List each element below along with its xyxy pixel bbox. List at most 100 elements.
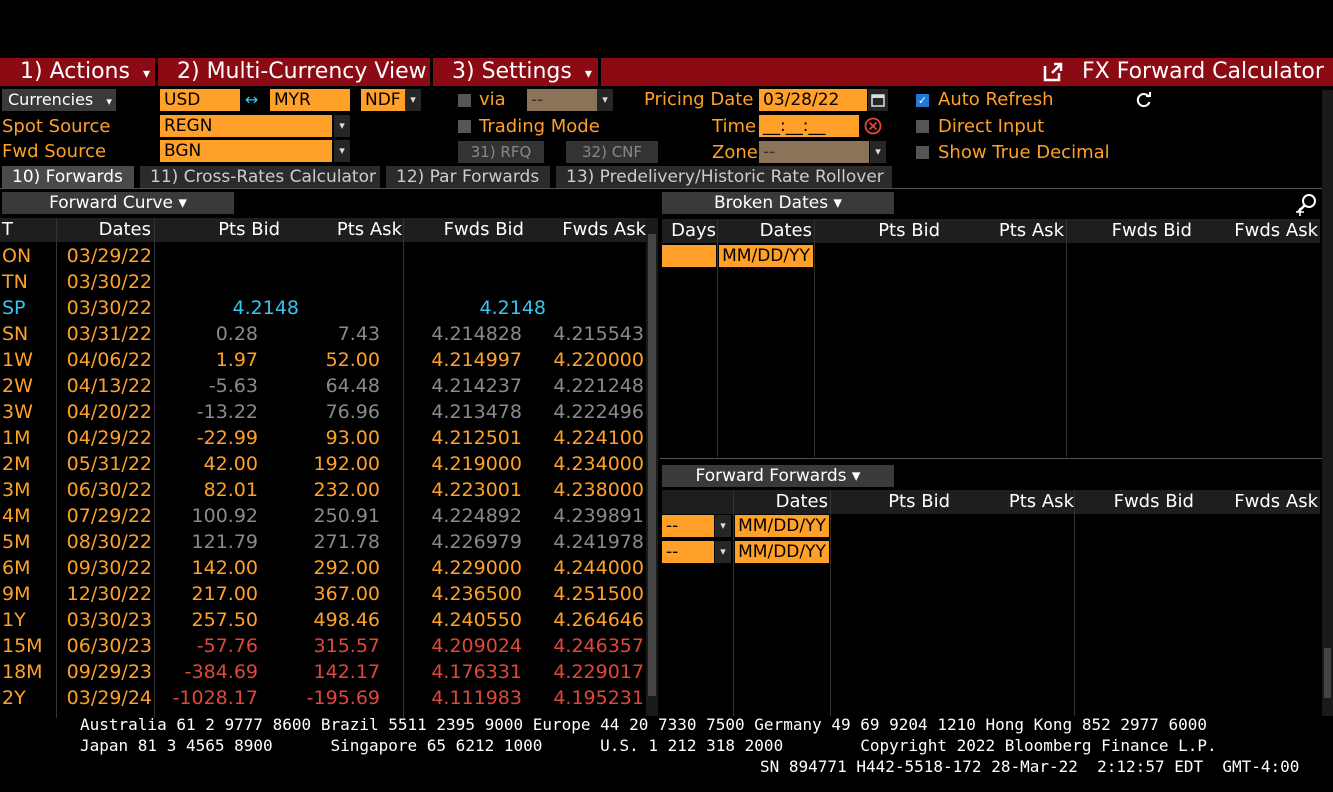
via-dropdown[interactable]: -- bbox=[527, 89, 597, 111]
zone-dropdown[interactable]: -- bbox=[759, 141, 869, 163]
date-cell: 04/13/22 bbox=[66, 375, 152, 397]
table-row[interactable]: 6M 09/30/22 142.00 292.00 4.229000 4.244000 bbox=[0, 555, 646, 581]
tab-predelivery-rollover[interactable]: 13) Predelivery/Historic Rate Rollover bbox=[556, 166, 892, 188]
forward-forwards-dropdown[interactable]: Forward Forwards ▾ bbox=[662, 465, 894, 487]
fwd-fwd-date-input[interactable]: MM/DD/YY bbox=[735, 515, 829, 537]
trading-mode-checkbox[interactable] bbox=[458, 120, 471, 133]
fwd-fwd-date-input[interactable]: MM/DD/YY bbox=[735, 541, 829, 563]
fwd-fwd-selector[interactable]: -- bbox=[662, 541, 714, 563]
column-header-pts-ask[interactable]: Pts Ask bbox=[952, 490, 1074, 514]
time-input[interactable]: __:__:__ bbox=[759, 115, 859, 137]
table-row[interactable]: SN 03/31/22 0.28 7.43 4.214828 4.215543 bbox=[0, 321, 646, 347]
table-row[interactable]: 1M 04/29/22 -22.99 93.00 4.212501 4.224100 bbox=[0, 425, 646, 451]
broken-date-input[interactable]: MM/DD/YY bbox=[719, 245, 813, 267]
column-header-pts-ask[interactable]: Pts Ask bbox=[942, 219, 1066, 243]
column-header-dates[interactable]: Dates bbox=[56, 218, 154, 242]
fwds-bid-cell: 4.223001 bbox=[431, 479, 522, 501]
settings-menu-button[interactable]: 3) Settings ▾ bbox=[452, 58, 592, 86]
forward-curve-scrollbar[interactable] bbox=[646, 218, 658, 716]
column-header-fwds-ask[interactable]: Fwds Ask bbox=[526, 218, 646, 242]
actions-menu-button[interactable]: 1) Actions ▾ bbox=[20, 58, 150, 86]
tab-par-forwards[interactable]: 12) Par Forwards bbox=[386, 166, 550, 188]
fwds-ask-cell: 4.229017 bbox=[553, 661, 644, 683]
calendar-icon[interactable] bbox=[868, 89, 888, 111]
date-cell: 04/06/22 bbox=[66, 349, 152, 371]
refresh-icon[interactable] bbox=[1134, 90, 1154, 115]
chevron-down-icon[interactable]: ▾ bbox=[715, 541, 731, 563]
ndf-dropdown[interactable]: NDF bbox=[361, 89, 405, 111]
pts-ask-cell: -195.69 bbox=[306, 687, 380, 709]
column-header-pts-bid[interactable]: Pts Bid bbox=[814, 219, 942, 243]
column-divider bbox=[154, 218, 155, 718]
table-row[interactable]: 1W 04/06/22 1.97 52.00 4.214997 4.220000 bbox=[0, 347, 646, 373]
scrollbar-thumb[interactable] bbox=[1324, 648, 1331, 698]
table-row[interactable]: 15M 06/30/23 -57.76 315.57 4.209024 4.246357 bbox=[0, 633, 646, 659]
footer-contacts-line2: Japan 81 3 4565 8900 Singapore 65 6212 1… bbox=[80, 736, 1217, 755]
table-row[interactable]: 3M 06/30/22 82.01 232.00 4.223001 4.238000 bbox=[0, 477, 646, 503]
column-header-tenor[interactable]: T bbox=[0, 218, 56, 242]
clear-time-icon[interactable] bbox=[863, 116, 883, 141]
spot-source-input[interactable]: REGN bbox=[160, 115, 332, 137]
show-true-decimal-checkbox[interactable] bbox=[916, 146, 929, 159]
table-row[interactable]: 2M 05/31/22 42.00 192.00 4.219000 4.234000 bbox=[0, 451, 646, 477]
table-row[interactable]: ON 03/29/22 bbox=[0, 243, 646, 269]
table-row[interactable]: 5M 08/30/22 121.79 271.78 4.226979 4.241978 bbox=[0, 529, 646, 555]
table-row[interactable]: TN 03/30/22 bbox=[0, 269, 646, 295]
menu-divider bbox=[430, 58, 433, 86]
column-header-dates[interactable]: Dates bbox=[734, 490, 830, 514]
column-header-pts-ask[interactable]: Pts Ask bbox=[282, 218, 404, 242]
chevron-down-icon[interactable]: ▾ bbox=[597, 89, 613, 111]
forward-curve-dropdown[interactable]: Forward Curve ▾ bbox=[2, 192, 234, 214]
column-header-fwds-bid[interactable]: Fwds Bid bbox=[1066, 219, 1194, 243]
fwd-source-input[interactable]: BGN bbox=[160, 140, 332, 162]
window-scrollbar[interactable] bbox=[1322, 90, 1333, 716]
zoom-search-icon[interactable] bbox=[1294, 192, 1320, 221]
quote-currency-input[interactable]: MYR bbox=[270, 89, 350, 111]
column-header-fwds-ask[interactable]: Fwds Ask bbox=[1196, 490, 1320, 514]
scrollbar-thumb[interactable] bbox=[648, 234, 656, 696]
broken-days-input[interactable] bbox=[662, 245, 716, 267]
chevron-down-icon[interactable]: ▾ bbox=[405, 89, 421, 111]
column-header-days[interactable]: Days bbox=[662, 219, 718, 243]
table-row[interactable]: 9M 12/30/22 217.00 367.00 4.236500 4.251500 bbox=[0, 581, 646, 607]
pts-ask-cell: 367.00 bbox=[313, 583, 380, 605]
column-header-fwds-ask[interactable]: Fwds Ask bbox=[1194, 219, 1320, 243]
currencies-dropdown[interactable]: Currencies ▾ bbox=[2, 89, 116, 111]
column-header-pts-bid[interactable]: Pts Bid bbox=[830, 490, 952, 514]
currencies-label: Currencies bbox=[8, 90, 94, 109]
auto-refresh-checkbox[interactable]: ✓ bbox=[916, 94, 929, 107]
cnf-button[interactable]: 32) CNF bbox=[566, 141, 658, 163]
chevron-down-icon[interactable]: ▾ bbox=[334, 140, 350, 162]
table-row[interactable]: SP 03/30/22 4.2148 4.2148 bbox=[0, 295, 646, 321]
popout-icon[interactable] bbox=[1042, 61, 1064, 88]
via-checkbox[interactable] bbox=[458, 94, 471, 107]
column-header-pts-bid[interactable]: Pts Bid bbox=[154, 218, 282, 242]
chevron-down-icon[interactable]: ▾ bbox=[870, 141, 886, 163]
table-row[interactable]: 3W 04/20/22 -13.22 76.96 4.213478 4.222496 bbox=[0, 399, 646, 425]
chevron-down-icon[interactable]: ▾ bbox=[334, 115, 350, 137]
auto-refresh-label: Auto Refresh bbox=[938, 89, 1054, 110]
base-currency-input[interactable]: USD bbox=[160, 89, 240, 111]
pts-ask-cell: 498.46 bbox=[313, 609, 380, 631]
fwds-bid-cell: 4.2148 bbox=[479, 297, 546, 319]
table-row[interactable]: 1Y 03/30/23 257.50 498.46 4.240550 4.264646 bbox=[0, 607, 646, 633]
direct-input-checkbox[interactable] bbox=[916, 120, 929, 133]
swap-currency-icon[interactable]: ↔ bbox=[245, 90, 259, 109]
column-header-dates[interactable]: Dates bbox=[718, 219, 814, 243]
table-row[interactable]: 2Y 03/29/24 -1028.17 -195.69 4.111983 4.19523… bbox=[0, 685, 646, 711]
chevron-down-icon[interactable]: ▾ bbox=[715, 515, 731, 537]
multi-currency-view-button[interactable]: 2) Multi-Currency View bbox=[177, 59, 427, 84]
tab-forwards[interactable]: 10) Forwards bbox=[2, 166, 134, 188]
table-row[interactable]: 2W 04/13/22 -5.63 64.48 4.214237 4.221248 bbox=[0, 373, 646, 399]
fwd-fwd-selector[interactable]: -- bbox=[662, 515, 714, 537]
column-header-fwds-bid[interactable]: Fwds Bid bbox=[404, 218, 526, 242]
column-header-fwds-bid[interactable]: Fwds Bid bbox=[1074, 490, 1196, 514]
broken-dates-dropdown[interactable]: Broken Dates ▾ bbox=[662, 192, 894, 214]
pricing-date-label: Pricing Date bbox=[644, 89, 754, 110]
pts-ask-cell: 142.17 bbox=[313, 661, 380, 683]
table-row[interactable]: 18M 09/29/23 -384.69 142.17 4.176331 4.229017 bbox=[0, 659, 646, 685]
table-row[interactable]: 4M 07/29/22 100.92 250.91 4.224892 4.239891 bbox=[0, 503, 646, 529]
rfq-button[interactable]: 31) RFQ bbox=[458, 141, 544, 163]
tab-cross-rates-calculator[interactable]: 11) Cross-Rates Calculator bbox=[140, 166, 380, 188]
pricing-date-input[interactable]: 03/28/22 bbox=[759, 89, 867, 111]
